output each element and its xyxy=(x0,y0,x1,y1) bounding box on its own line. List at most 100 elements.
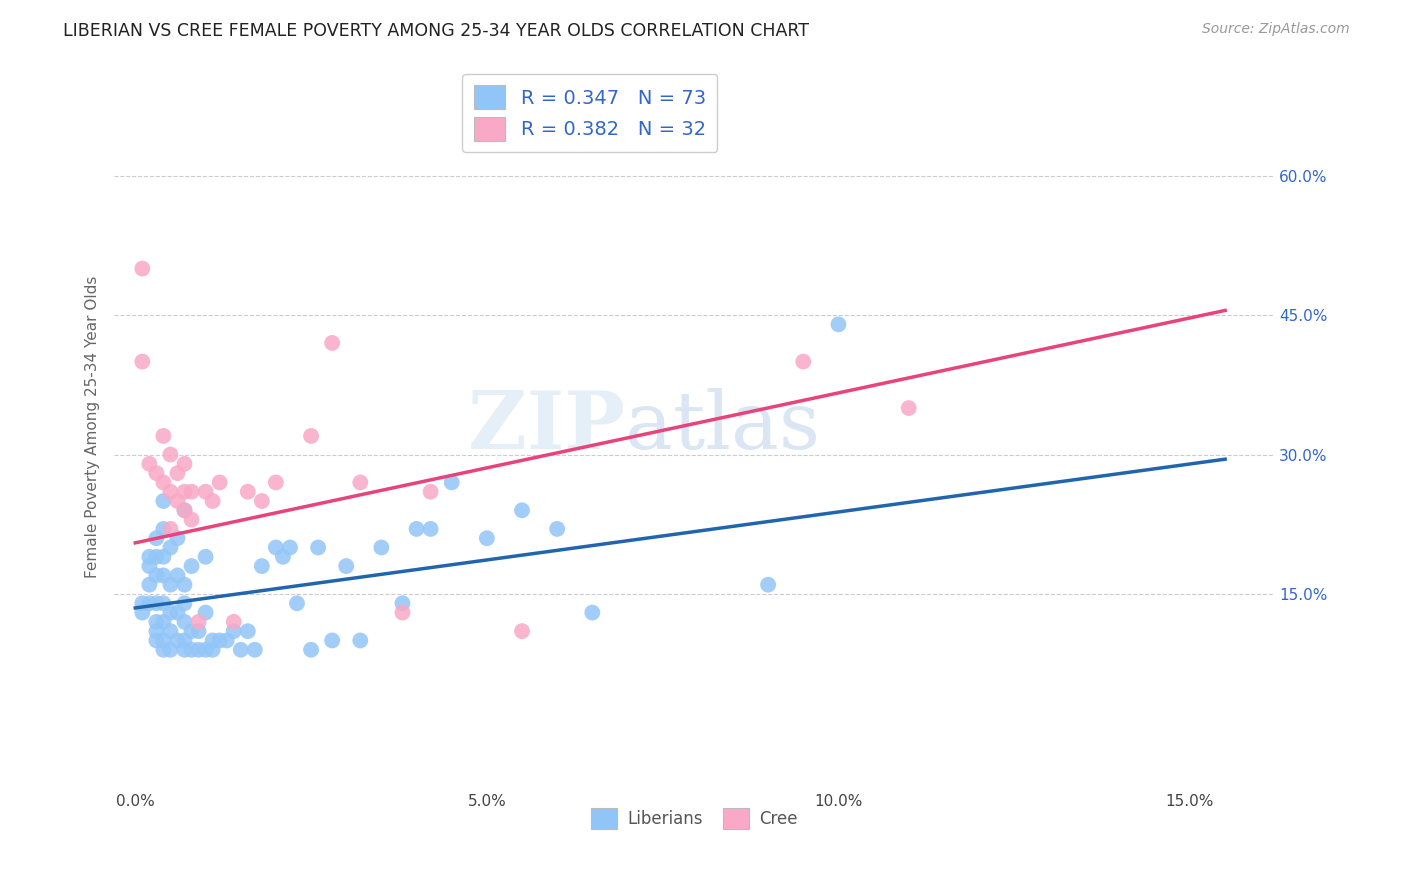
Point xyxy=(152,494,174,508)
Point xyxy=(299,429,322,443)
Point xyxy=(236,484,259,499)
Point xyxy=(166,466,188,480)
Point xyxy=(173,633,195,648)
Point xyxy=(159,522,181,536)
Point xyxy=(299,642,322,657)
Point xyxy=(215,633,238,648)
Point xyxy=(138,577,160,591)
Point xyxy=(349,633,371,648)
Point xyxy=(131,606,153,620)
Point xyxy=(180,642,202,657)
Point xyxy=(897,401,920,415)
Point xyxy=(285,596,308,610)
Point xyxy=(475,531,498,545)
Point xyxy=(222,615,245,629)
Point xyxy=(159,484,181,499)
Point xyxy=(419,484,441,499)
Point xyxy=(159,577,181,591)
Point xyxy=(152,549,174,564)
Point xyxy=(152,475,174,490)
Point xyxy=(152,522,174,536)
Point xyxy=(173,503,195,517)
Point xyxy=(194,484,217,499)
Point xyxy=(145,596,167,610)
Point xyxy=(159,541,181,555)
Point xyxy=(187,615,209,629)
Point xyxy=(159,606,181,620)
Point xyxy=(145,615,167,629)
Point xyxy=(194,642,217,657)
Point xyxy=(370,541,392,555)
Point xyxy=(440,475,463,490)
Point xyxy=(138,549,160,564)
Point xyxy=(180,484,202,499)
Text: ZIP: ZIP xyxy=(468,388,624,466)
Point xyxy=(321,633,343,648)
Point xyxy=(236,624,259,639)
Point xyxy=(152,429,174,443)
Point xyxy=(405,522,427,536)
Point xyxy=(180,513,202,527)
Point xyxy=(145,466,167,480)
Point xyxy=(152,615,174,629)
Point xyxy=(152,642,174,657)
Point xyxy=(131,261,153,276)
Point xyxy=(546,522,568,536)
Point xyxy=(250,494,273,508)
Point xyxy=(278,541,301,555)
Point xyxy=(152,633,174,648)
Point xyxy=(243,642,266,657)
Point xyxy=(166,531,188,545)
Point xyxy=(201,494,224,508)
Point xyxy=(159,448,181,462)
Point xyxy=(152,596,174,610)
Point xyxy=(307,541,329,555)
Point xyxy=(173,484,195,499)
Point xyxy=(335,559,357,574)
Point xyxy=(180,624,202,639)
Point xyxy=(194,606,217,620)
Point xyxy=(194,549,217,564)
Point xyxy=(208,475,231,490)
Point xyxy=(792,354,814,368)
Point xyxy=(349,475,371,490)
Point xyxy=(173,457,195,471)
Point xyxy=(187,624,209,639)
Point xyxy=(159,624,181,639)
Point xyxy=(264,541,287,555)
Point xyxy=(201,642,224,657)
Point xyxy=(391,596,413,610)
Point xyxy=(145,531,167,545)
Point xyxy=(264,475,287,490)
Point xyxy=(166,633,188,648)
Point xyxy=(510,624,533,639)
Point xyxy=(581,606,603,620)
Point xyxy=(145,633,167,648)
Point xyxy=(173,642,195,657)
Point xyxy=(510,503,533,517)
Point xyxy=(250,559,273,574)
Point xyxy=(166,606,188,620)
Point xyxy=(222,624,245,639)
Point xyxy=(145,549,167,564)
Point xyxy=(145,568,167,582)
Point xyxy=(391,606,413,620)
Point xyxy=(173,615,195,629)
Legend: Liberians, Cree: Liberians, Cree xyxy=(583,802,804,835)
Text: Source: ZipAtlas.com: Source: ZipAtlas.com xyxy=(1202,22,1350,37)
Point xyxy=(166,568,188,582)
Point xyxy=(321,335,343,350)
Point xyxy=(756,577,779,591)
Point xyxy=(138,457,160,471)
Point xyxy=(173,503,195,517)
Point xyxy=(208,633,231,648)
Text: LIBERIAN VS CREE FEMALE POVERTY AMONG 25-34 YEAR OLDS CORRELATION CHART: LIBERIAN VS CREE FEMALE POVERTY AMONG 25… xyxy=(63,22,810,40)
Point xyxy=(187,642,209,657)
Point xyxy=(271,549,294,564)
Point xyxy=(159,642,181,657)
Point xyxy=(138,559,160,574)
Point xyxy=(131,596,153,610)
Point xyxy=(180,559,202,574)
Point xyxy=(131,354,153,368)
Point xyxy=(201,633,224,648)
